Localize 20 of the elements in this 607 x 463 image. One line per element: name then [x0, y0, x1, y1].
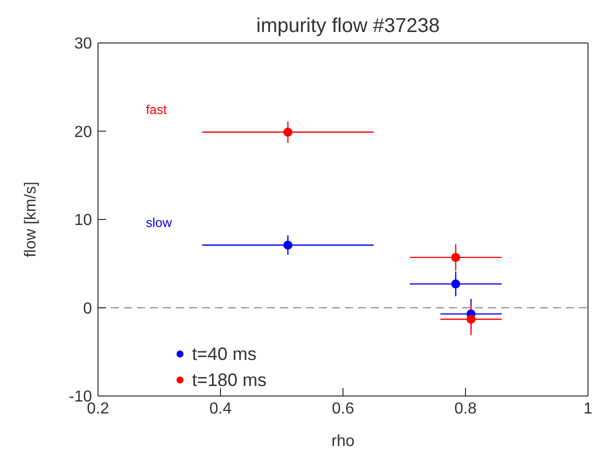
legend-label: t=180 ms	[192, 369, 267, 392]
annotation: fast	[146, 102, 168, 118]
x-tick-label: 0.6	[332, 400, 354, 418]
point	[451, 279, 460, 288]
chart-title: impurity flow #37238	[256, 15, 440, 37]
y-tick-label: 0	[83, 300, 92, 318]
y-tick-label: 20	[74, 124, 92, 141]
x-tick-label: 0.4	[209, 400, 232, 418]
point	[283, 128, 292, 137]
x-tick-label: 1	[584, 400, 593, 418]
point	[283, 240, 292, 250]
y-tick-label: 10	[74, 212, 92, 230]
point	[451, 252, 460, 262]
x-axis-title: rho	[331, 433, 355, 450]
x-tick-label: 0.8	[454, 400, 477, 418]
point	[466, 314, 476, 324]
y-tick-label: 30	[74, 36, 92, 53]
annotation: slow	[146, 215, 172, 230]
y-axis-title: flow [km/s]	[22, 182, 40, 258]
legend-label: t=40 ms	[192, 343, 257, 366]
